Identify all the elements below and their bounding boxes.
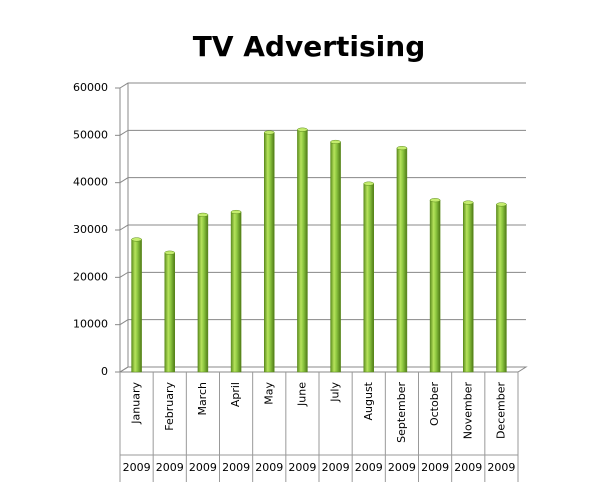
bar bbox=[197, 214, 209, 373]
group-label: 2009 bbox=[388, 461, 416, 474]
x-tick-label: November bbox=[461, 382, 474, 440]
group-label: 2009 bbox=[454, 461, 482, 474]
group-label: 2009 bbox=[355, 461, 383, 474]
y-tick-label: 60000 bbox=[73, 81, 108, 94]
bar-cap bbox=[230, 209, 242, 215]
bar bbox=[164, 252, 175, 373]
bar-cap bbox=[396, 146, 408, 151]
y-tick-label: 10000 bbox=[73, 318, 108, 331]
bar bbox=[330, 141, 341, 373]
group-label: 2009 bbox=[421, 461, 449, 474]
group-label: 2009 bbox=[487, 461, 515, 474]
grid-line bbox=[119, 177, 526, 184]
x-tick-label: October bbox=[428, 382, 441, 426]
group-label: 2009 bbox=[288, 461, 316, 474]
group-label: 2009 bbox=[322, 461, 350, 474]
x-tick-label: September bbox=[395, 382, 408, 443]
x-tick-label: February bbox=[163, 382, 176, 431]
bar bbox=[496, 204, 507, 373]
y-tick-label: 0 bbox=[101, 365, 108, 378]
x-tick-label: December bbox=[494, 382, 507, 440]
x-tick-label: August bbox=[362, 381, 375, 420]
bar bbox=[429, 199, 441, 373]
bar-cap bbox=[429, 198, 441, 203]
bar bbox=[264, 132, 275, 373]
x-tick-label: June bbox=[295, 382, 308, 407]
y-tick-label: 50000 bbox=[73, 128, 108, 141]
chart-title: TV Advertising bbox=[193, 30, 426, 63]
bar bbox=[131, 239, 142, 373]
bar-cap bbox=[164, 250, 175, 255]
group-label: 2009 bbox=[156, 461, 184, 474]
grid-line bbox=[119, 366, 526, 373]
x-tick-label: January bbox=[130, 382, 143, 425]
bar-cap bbox=[496, 202, 507, 207]
grid-line bbox=[119, 82, 526, 89]
y-tick-label: 30000 bbox=[73, 223, 108, 236]
x-tick-label: March bbox=[196, 382, 209, 416]
bar bbox=[297, 129, 308, 373]
group-label: 2009 bbox=[123, 461, 151, 474]
bar-cap bbox=[197, 212, 209, 217]
bar-cap bbox=[297, 127, 308, 132]
x-tick-label: April bbox=[229, 382, 242, 407]
bar-cap bbox=[330, 139, 341, 145]
bar bbox=[363, 183, 374, 373]
bar-cap bbox=[463, 200, 474, 205]
bar-cap bbox=[264, 130, 275, 135]
bar bbox=[230, 211, 242, 373]
group-label: 2009 bbox=[222, 461, 250, 474]
grid-line bbox=[119, 319, 526, 326]
grid-line bbox=[119, 271, 526, 278]
group-label: 2009 bbox=[189, 461, 217, 474]
bar-cap bbox=[363, 181, 374, 186]
grid-line bbox=[119, 224, 526, 231]
bar-cap bbox=[131, 237, 142, 242]
group-label: 2009 bbox=[255, 461, 283, 474]
y-tick-label: 20000 bbox=[73, 270, 108, 283]
grid-line bbox=[119, 129, 526, 136]
bar bbox=[396, 147, 408, 373]
y-tick-label: 40000 bbox=[73, 176, 108, 189]
x-tick-label: May bbox=[262, 382, 275, 405]
bar bbox=[463, 202, 474, 373]
x-tick-label: July bbox=[329, 382, 342, 403]
